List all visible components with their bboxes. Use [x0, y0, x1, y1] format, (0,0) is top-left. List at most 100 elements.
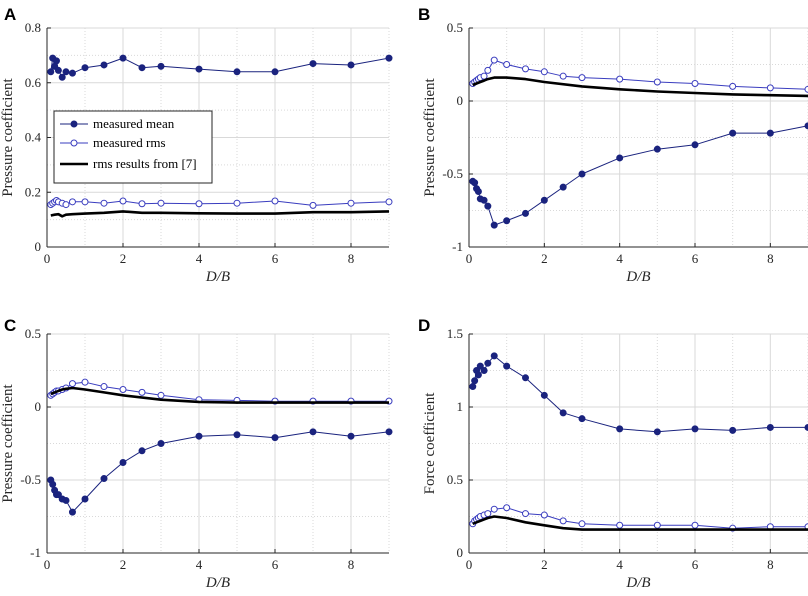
y-tick-label: -0.5: [442, 166, 463, 181]
data-point-rms: [157, 199, 165, 207]
data-point-rms: [271, 197, 279, 205]
data-point-rms: [804, 85, 808, 93]
data-point-mean: [385, 428, 393, 436]
series-line-mean: [472, 355, 808, 433]
data-point-mean: [271, 434, 279, 442]
y-tick-label: 0.5: [25, 326, 41, 341]
y-tick-label: 0: [35, 239, 42, 254]
data-point-mean: [138, 64, 146, 72]
data-point-mean: [347, 61, 355, 69]
data-point-rms: [691, 521, 699, 529]
data-point-rms: [62, 201, 70, 209]
data-point-mean: [616, 425, 624, 433]
data-point-mean: [100, 61, 108, 69]
data-point-mean: [385, 54, 393, 62]
x-tick-label: 2: [120, 251, 127, 266]
data-point-rms: [522, 510, 529, 518]
data-point-rms: [490, 505, 498, 513]
data-point-mean: [480, 196, 488, 204]
series-line-mean: [50, 57, 390, 78]
x-tick-label: 2: [120, 557, 127, 572]
x-tick-label: 2: [541, 557, 548, 572]
y-tick-label: -1: [452, 239, 463, 254]
data-point-rms: [578, 74, 586, 82]
data-point-rms: [503, 61, 511, 68]
data-point-rms: [100, 199, 108, 207]
data-point-rms: [559, 72, 567, 80]
data-point-mean: [766, 129, 774, 137]
y-axis-label: Pressure coefficient: [0, 383, 16, 502]
data-point-mean: [804, 122, 808, 130]
data-point-mean: [471, 179, 479, 187]
data-point-mean: [729, 426, 737, 434]
data-point-rms: [119, 197, 127, 205]
data-point-mean: [68, 508, 76, 516]
data-point-mean: [233, 68, 241, 76]
y-tick-label: -1: [30, 545, 41, 560]
series-line-ref: [472, 515, 808, 531]
series-line-ref: [50, 386, 389, 404]
data-point-mean: [578, 170, 586, 178]
data-point-rms: [195, 200, 203, 208]
data-point-mean: [484, 359, 492, 367]
data-point-mean: [119, 458, 127, 466]
data-point-rms: [578, 520, 586, 528]
data-point-mean: [347, 432, 355, 440]
data-point-rms: [484, 66, 492, 74]
data-point-mean: [578, 415, 586, 423]
data-point-rms: [100, 383, 108, 391]
data-point-rms: [804, 523, 808, 531]
y-tick-label: 1.5: [447, 326, 463, 341]
data-point-mean: [233, 431, 241, 439]
x-tick-label: 6: [692, 251, 699, 266]
data-point-mean: [474, 188, 482, 196]
legend: measured mean measured rms rms results fro…: [53, 110, 213, 184]
x-tick-label: 6: [272, 557, 279, 572]
data-point-rms: [138, 388, 146, 396]
data-point-mean: [522, 209, 529, 217]
data-point-mean: [157, 440, 165, 447]
data-point-rms: [385, 198, 393, 206]
data-point-mean: [616, 154, 624, 162]
data-point-mean: [195, 65, 203, 73]
y-tick-label: 0: [457, 545, 464, 560]
y-tick-label: 0.4: [25, 130, 42, 145]
data-point-mean: [54, 491, 62, 499]
x-tick-label: 8: [767, 557, 774, 572]
panel-letter: B: [418, 5, 430, 24]
x-tick-label: 0: [44, 557, 51, 572]
data-point-rms: [653, 78, 661, 86]
data-point-mean: [559, 183, 567, 191]
data-point-rms: [766, 84, 774, 92]
panel-letter: C: [4, 316, 16, 335]
data-point-rms: [484, 510, 492, 518]
y-axis-label: Force coefficient: [422, 392, 438, 495]
data-point-mean: [766, 423, 774, 431]
y-axis-label: Pressure coefficient: [422, 77, 438, 196]
data-point-mean: [81, 64, 89, 72]
x-tick-label: 4: [196, 251, 203, 266]
data-point-mean: [804, 423, 808, 431]
x-axis-label: D/B: [205, 575, 230, 591]
x-tick-label: 0: [466, 251, 473, 266]
data-point-rms: [81, 378, 89, 386]
data-point-mean: [476, 362, 484, 370]
x-tick-label: 4: [616, 557, 623, 572]
x-axis-label: D/B: [625, 269, 650, 285]
series-line-rms: [472, 507, 808, 529]
y-tick-label: 0.2: [25, 184, 41, 199]
panel-letter: D: [418, 316, 430, 335]
x-axis-label: D/B: [625, 575, 650, 591]
data-point-rms: [233, 199, 241, 207]
data-point-mean: [54, 66, 62, 74]
legend-marker-rms: [70, 139, 78, 147]
data-point-rms: [540, 68, 548, 76]
data-point-rms: [480, 72, 488, 80]
data-point-rms: [729, 82, 737, 90]
legend-label-rms: measured rms: [93, 135, 166, 150]
data-point-mean: [653, 428, 661, 436]
data-point-mean: [469, 383, 477, 391]
data-point-rms: [540, 511, 548, 519]
data-point-mean: [100, 475, 108, 483]
y-tick-label: 0: [35, 399, 42, 414]
